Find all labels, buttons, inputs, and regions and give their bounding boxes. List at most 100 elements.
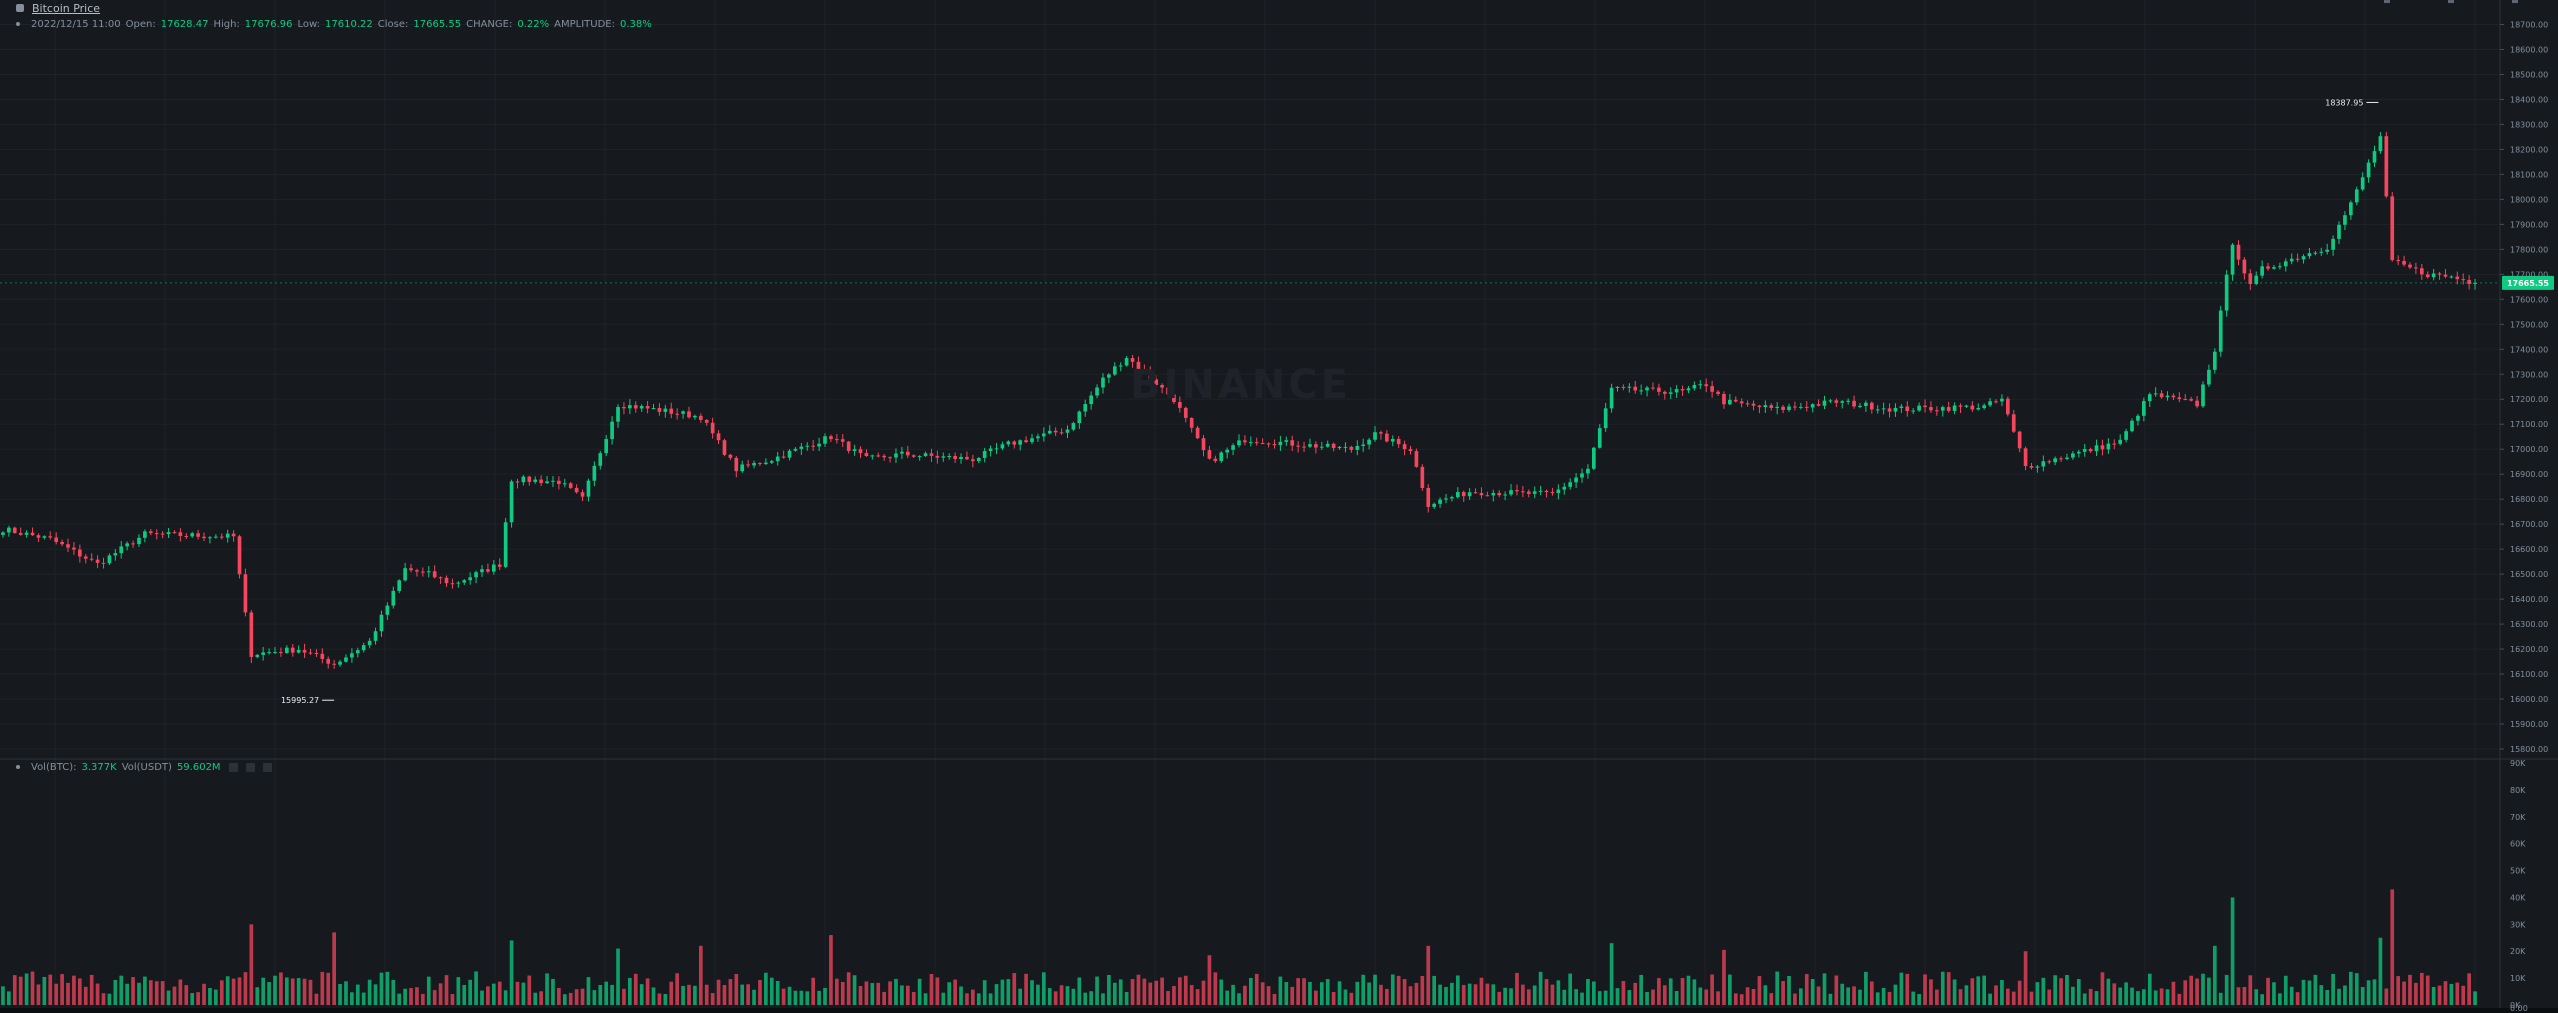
candle-body xyxy=(1662,391,1667,394)
candle-body xyxy=(1917,405,1921,411)
volume-bar xyxy=(1497,991,1502,1005)
volume-bar xyxy=(1698,987,1703,1005)
volume-bar xyxy=(835,978,839,1005)
hide-icon[interactable] xyxy=(245,762,255,772)
candle-body xyxy=(1597,428,1602,448)
volume-bar xyxy=(184,985,189,1005)
volume-bar xyxy=(1603,990,1608,1005)
candle-body xyxy=(421,571,425,573)
volume-bar xyxy=(2065,974,2069,1005)
candle-body xyxy=(379,614,384,632)
volume-bar xyxy=(1390,974,1395,1005)
volume-bar xyxy=(1006,979,1011,1005)
volume-bar xyxy=(1810,979,1815,1005)
candle-body xyxy=(2212,351,2217,370)
toolbar-icon[interactable] xyxy=(2384,0,2390,3)
candle-body xyxy=(326,658,331,664)
volume-bar xyxy=(255,987,260,1005)
candle-body xyxy=(1793,406,1797,408)
last-price-label: 17665.55 xyxy=(2507,279,2549,288)
volume-bar xyxy=(1379,984,1383,1005)
price-tick-label: 18700.00 xyxy=(2510,20,2548,29)
candle-body xyxy=(971,459,975,462)
volume-bar xyxy=(639,984,644,1005)
volume-bar xyxy=(1751,988,1756,1005)
candle-body xyxy=(1095,387,1099,396)
candle-body xyxy=(1065,429,1070,433)
page-title[interactable]: Bitcoin Price xyxy=(32,1,101,15)
volume-bar xyxy=(2201,973,2205,1005)
candle-body xyxy=(1869,402,1874,410)
candle-body xyxy=(598,453,603,466)
volume-bar xyxy=(66,982,70,1005)
volume-bar xyxy=(1473,984,1478,1005)
candle-body xyxy=(882,455,886,458)
volume-bar xyxy=(1343,989,1348,1005)
candle-body xyxy=(1461,492,1466,497)
volume-bar xyxy=(1704,989,1709,1005)
candle-body xyxy=(438,577,443,579)
volume-bar xyxy=(2473,991,2477,1005)
candle-body xyxy=(78,549,82,557)
candle-body xyxy=(1319,446,1324,448)
candle-body xyxy=(781,456,786,458)
volume-bar xyxy=(2254,989,2259,1005)
candle-body xyxy=(462,580,467,583)
volume-bar xyxy=(468,979,473,1005)
candle-body xyxy=(1769,405,1774,408)
candle-body xyxy=(1509,490,1513,495)
volume-bar xyxy=(1178,977,1182,1005)
candle-body xyxy=(864,453,869,456)
volume-bar xyxy=(687,984,691,1005)
volume-bar xyxy=(267,982,271,1005)
vol-usdt-label: Vol(USDT) xyxy=(121,761,172,773)
candle-body xyxy=(1929,407,1933,411)
candle-body xyxy=(1302,446,1306,448)
candle-body xyxy=(1651,387,1655,389)
candle-body xyxy=(497,564,502,567)
settings-icon[interactable] xyxy=(228,762,238,772)
candle-body xyxy=(202,536,206,539)
volume-bar xyxy=(870,983,875,1005)
volume-bar xyxy=(1148,982,1153,1005)
candle-body xyxy=(1201,438,1206,451)
toolbar-icon[interactable] xyxy=(2512,0,2518,3)
volume-bar xyxy=(1053,991,1058,1005)
candle-body xyxy=(367,640,372,646)
volume-bar xyxy=(2266,977,2270,1005)
candle-body xyxy=(1603,408,1608,429)
volume-bar xyxy=(1136,974,1141,1005)
volume-bar xyxy=(1958,989,1963,1005)
candle-body xyxy=(1935,410,1939,412)
candle-body xyxy=(1012,441,1017,445)
volume-bar xyxy=(1225,990,1230,1005)
volume-bar xyxy=(1260,982,1265,1005)
chart-app-icon xyxy=(16,4,24,12)
candle-body xyxy=(290,647,295,653)
candle-body xyxy=(1000,444,1005,449)
volume-bar xyxy=(1361,974,1366,1005)
price-tick-label: 16300.00 xyxy=(2510,620,2548,629)
candle-body xyxy=(870,455,875,457)
candle-body xyxy=(1799,406,1803,408)
volume-bar xyxy=(308,979,313,1005)
candle-body xyxy=(219,536,224,538)
candle-body xyxy=(1213,458,1218,462)
volume-bar xyxy=(675,973,679,1005)
volume-bar xyxy=(1331,991,1336,1005)
candle-body xyxy=(1219,452,1224,462)
candle-body xyxy=(1296,445,1300,447)
toolbar-icon[interactable] xyxy=(2448,0,2454,3)
close-icon[interactable] xyxy=(262,762,272,772)
volume-bar xyxy=(2337,988,2341,1005)
candle-body xyxy=(273,652,277,654)
candle-body xyxy=(1337,446,1342,449)
candle-body xyxy=(2337,224,2341,239)
volume-bar xyxy=(823,987,827,1005)
candle-body xyxy=(740,464,745,472)
candle-body xyxy=(1172,394,1176,402)
volume-bar xyxy=(1414,982,1419,1005)
volume-bar xyxy=(1757,976,1762,1005)
volume-bar xyxy=(1195,989,1200,1005)
